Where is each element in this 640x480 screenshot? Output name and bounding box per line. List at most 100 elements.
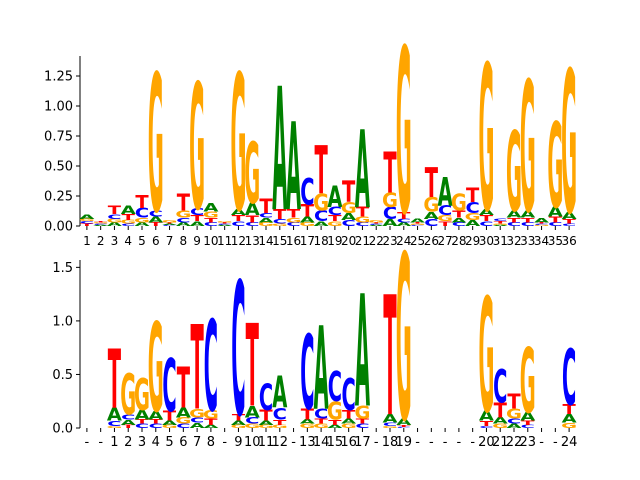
logo-letter-G: G — [134, 217, 150, 224]
logo-letter-A: A — [438, 170, 453, 216]
logo-letter-A: A — [548, 205, 563, 220]
x-tick-label: 14 — [313, 435, 330, 450]
x-tick-label: 26 — [424, 234, 439, 248]
logo-letter-T: T — [562, 402, 576, 417]
logo-letter-C: C — [534, 223, 548, 225]
x-tick-label: 21 — [355, 234, 370, 248]
logo-letter-T: T — [535, 222, 549, 224]
x-tick-label: 16 — [286, 234, 301, 248]
logo-letter-A: A — [231, 207, 247, 217]
logo-letter-A: A — [424, 210, 439, 222]
logo-letter-C: C — [218, 223, 232, 225]
logo-letter-C: C — [562, 335, 576, 424]
logo-letter-G: G — [120, 362, 136, 427]
logo-letter-C: C — [314, 406, 328, 421]
logo-letter-G: G — [189, 406, 205, 420]
logo-letter-T: T — [259, 195, 273, 218]
logo-letter-C: C — [273, 405, 287, 424]
x-tick-label: 23 — [382, 234, 397, 248]
logo-letter-A: A — [465, 218, 481, 228]
logo-letter-C: C — [149, 209, 163, 219]
x-tick-label: 8 — [207, 435, 215, 450]
x-tick-label: 9 — [234, 435, 242, 450]
logo-letter-T: T — [301, 202, 315, 221]
logo-letter-G: G — [520, 46, 536, 254]
logo-letter-G: G — [162, 220, 178, 224]
logo-letter-G: G — [451, 190, 467, 217]
logo-letter-G: G — [148, 298, 164, 440]
logo-letter-C: C — [328, 204, 342, 218]
logo-letter-A: A — [314, 304, 329, 436]
logo-letter-C: C — [383, 422, 397, 427]
x-tick-label: - — [443, 435, 448, 450]
logo-letter-A: A — [258, 420, 274, 427]
x-tick-label: 15 — [272, 234, 287, 248]
x-tick-label: 10 — [203, 234, 218, 248]
logo-letter-T: T — [342, 175, 355, 209]
logo-letter-A: A — [162, 223, 178, 225]
y-tick-label: 0.50 — [44, 160, 73, 175]
logo-letter-T: T — [438, 221, 451, 228]
x-tick-label: 13 — [299, 435, 316, 450]
logo-letter-C: C — [190, 416, 204, 424]
logo-letter-G: G — [162, 424, 178, 429]
logo-letter-G: G — [506, 406, 522, 421]
logo-letter-G: G — [313, 423, 329, 430]
logo-letter-T: T — [507, 389, 521, 414]
x-tick-label: 6 — [152, 234, 160, 248]
x-tick-label: 9 — [193, 234, 201, 248]
logo-letter-C: C — [452, 222, 466, 228]
logo-letter-G: G — [299, 423, 315, 430]
logo-letter-T: T — [163, 409, 177, 424]
logo-letter-T: T — [549, 215, 563, 225]
logo-letter-A: A — [355, 109, 370, 233]
logo-letter-G: G — [286, 217, 302, 224]
logo-letter-T: T — [397, 210, 411, 222]
logo-letter-A: A — [506, 423, 522, 430]
logo-letter-T: T — [397, 424, 411, 427]
logo-letter-C: C — [438, 203, 452, 218]
logo-letter-A: A — [300, 419, 316, 426]
logo-letter-C: C — [245, 222, 259, 228]
logo-letter-G: G — [341, 423, 357, 430]
logo-letter-A: A — [79, 213, 95, 220]
logo-letter-C: C — [231, 244, 245, 458]
logo-letter-G: G — [354, 215, 370, 225]
logo-letter-C: C — [493, 362, 507, 414]
logo-letter-G: G — [492, 423, 508, 430]
x-tick-label: 24 — [561, 435, 578, 450]
logo-letter-T: T — [177, 190, 191, 217]
x-tick-label: 11 — [217, 234, 232, 248]
logo-letter-C: C — [259, 212, 273, 219]
logo-letter-C: C — [397, 218, 411, 224]
y-tick-label: 0.25 — [44, 190, 73, 205]
logo-letter-C: C — [231, 221, 245, 228]
logo-letter-A: A — [562, 210, 577, 222]
logo-letter-G: G — [175, 209, 191, 221]
logo-letter-A: A — [327, 180, 343, 214]
logo-letter-G: G — [230, 424, 246, 429]
x-tick-label: 30 — [479, 234, 494, 248]
x-tick-label: - — [470, 435, 475, 450]
logo-letter-T: T — [342, 407, 355, 421]
logo-letter-G: G — [561, 30, 577, 258]
logo-letter-A: A — [245, 201, 260, 220]
logo-letter-C: C — [355, 222, 369, 228]
y-tick-label: 0.0 — [52, 422, 73, 437]
logo-letter-T: T — [383, 261, 396, 453]
x-tick-label: 32 — [506, 234, 521, 248]
logo-letter-T: T — [328, 213, 342, 223]
x-tick-label: 16 — [340, 435, 357, 450]
x-tick-label: 17 — [300, 234, 315, 248]
logo-letter-A: A — [451, 217, 467, 224]
logo-letter-C: C — [286, 222, 300, 228]
logo-letter-A: A — [190, 221, 206, 228]
logo-letter-T: T — [218, 222, 232, 224]
logo-letter-T: T — [521, 217, 534, 224]
logo-letter-C: C — [135, 206, 149, 221]
x-tick-label: 19 — [396, 435, 413, 450]
logo-letter-C: C — [479, 425, 493, 428]
logo-letter-C: C — [273, 218, 287, 225]
logo-letter-C: C — [479, 221, 493, 228]
